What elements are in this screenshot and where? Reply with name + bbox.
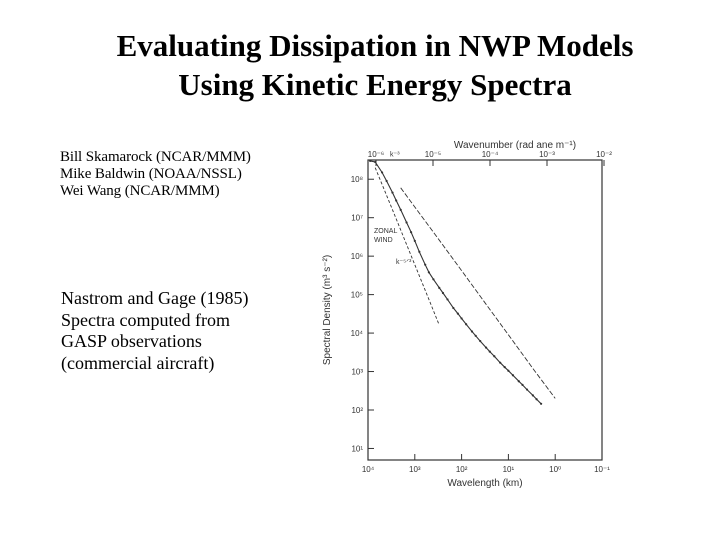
- data-point: [507, 369, 510, 372]
- x2-tick-label: 10⁻⁴: [482, 150, 499, 159]
- data-point: [427, 271, 430, 274]
- x2-tick-label: 10⁻⁶: [368, 150, 384, 159]
- caption-line: Nastrom and Gage (1985): [61, 288, 249, 308]
- data-point: [535, 398, 538, 401]
- y-tick-label: 10¹: [351, 444, 363, 453]
- data-point: [380, 171, 384, 174]
- data-point: [395, 199, 398, 202]
- caption-line: (commercial aircraft): [61, 352, 215, 373]
- data-point: [525, 388, 529, 391]
- x2-tick-label: 10⁻⁵: [425, 150, 441, 159]
- y-tick-label: 10⁶: [351, 252, 363, 261]
- data-point: [374, 160, 377, 164]
- x-tick-label: 10⁻¹: [594, 465, 610, 474]
- data-point: [484, 346, 488, 349]
- annotation-zonal-wind: ZONAL: [374, 228, 397, 235]
- data-point: [385, 179, 388, 183]
- data-point: [503, 366, 506, 369]
- data-point: [369, 159, 372, 162]
- data-point: [432, 278, 435, 281]
- y-tick-label: 10⁷: [351, 214, 363, 223]
- spectrum-chart: 10⁴ 10³ 10² 10¹ 10⁰ 10⁻¹ 10⁻⁶ 10⁻⁵ 10⁻⁴ 10⁻³ 10⁻² 1…: [310, 138, 630, 500]
- data-point: [474, 334, 477, 337]
- data-point: [517, 380, 520, 383]
- annotation-k-3: k⁻³: [390, 152, 400, 159]
- author-item: Bill Skamarock (NCAR/MMM): [60, 149, 251, 165]
- data-point: [446, 298, 449, 301]
- data-point: [405, 221, 408, 224]
- data-point: [399, 208, 402, 211]
- chart-background: [310, 138, 630, 500]
- annotation-zonal-wind-2: WIND: [374, 237, 393, 244]
- slide-title: Evaluating Dissipation in NWP Models Usi…: [60, 26, 690, 104]
- slide-title-line-1: Evaluating Dissipation in NWP Models: [116, 28, 634, 63]
- spectrum-figure: 10⁴ 10³ 10² 10¹ 10⁰ 10⁻¹ 10⁻⁶ 10⁻⁵ 10⁻⁴ 10⁻³ 10⁻² 1…: [310, 138, 630, 500]
- data-point: [424, 263, 427, 266]
- data-point: [391, 191, 394, 194]
- y-axis-label: Spectral Density (m³ s⁻²): [322, 255, 333, 365]
- data-point: [409, 231, 413, 234]
- author-item: Wei Wang (NCAR/MMM): [60, 183, 220, 199]
- data-point: [460, 317, 463, 320]
- y-tick-label: 10⁸: [351, 175, 363, 184]
- data-point: [456, 312, 459, 315]
- author-list: Bill Skamarock (NCAR/MMM) Mike Baldwin (…: [60, 149, 251, 200]
- data-point: [452, 306, 455, 310]
- x-tick-label: 10⁴: [362, 465, 375, 474]
- data-point: [488, 350, 491, 353]
- x-axis-label: Wavelength (km): [447, 478, 522, 489]
- x2-tick-label: 10⁻²: [596, 150, 612, 159]
- x-tick-label: 10¹: [503, 465, 515, 474]
- data-point: [531, 394, 534, 397]
- series-line-k-5-3: [400, 187, 556, 399]
- data-point: [441, 291, 445, 295]
- y-tick-label: 10⁴: [351, 329, 364, 338]
- data-point: [511, 374, 515, 377]
- x-tick-label: 10³: [409, 465, 421, 474]
- data-point: [465, 323, 468, 326]
- data-point: [438, 286, 441, 289]
- y-tick-label: 10²: [351, 406, 363, 415]
- y-tick-label: 10³: [351, 368, 363, 377]
- author-item: Mike Baldwin (NOAA/NSSL): [60, 166, 242, 182]
- data-point: [470, 330, 474, 333]
- y-tick-label: 10⁵: [351, 291, 363, 300]
- x-tick-label: 10²: [456, 465, 468, 474]
- x-tick-label: 10⁰: [549, 465, 561, 474]
- figure-caption: Nastrom and Gage (1985) Spectra computed…: [61, 288, 248, 374]
- caption-line: Spectra computed from: [61, 309, 230, 330]
- data-point: [479, 339, 482, 343]
- series-line-k-3: [374, 167, 440, 326]
- slide-title-line-2: Using Kinetic Energy Spectra: [178, 67, 572, 102]
- x2-axis-label: Wavenumber (rad ane m⁻¹): [454, 140, 576, 151]
- caption-line: GASP observations: [61, 331, 202, 351]
- data-point: [540, 402, 543, 405]
- data-point: [413, 239, 416, 242]
- data-point: [493, 355, 496, 358]
- data-point: [418, 250, 421, 253]
- data-point: [521, 383, 524, 386]
- data-point: [499, 361, 502, 364]
- annotation-k-5-3: k⁻⁵ᐟ³: [396, 259, 412, 266]
- x2-tick-label: 10⁻³: [539, 150, 555, 159]
- plot-frame: [367, 159, 603, 461]
